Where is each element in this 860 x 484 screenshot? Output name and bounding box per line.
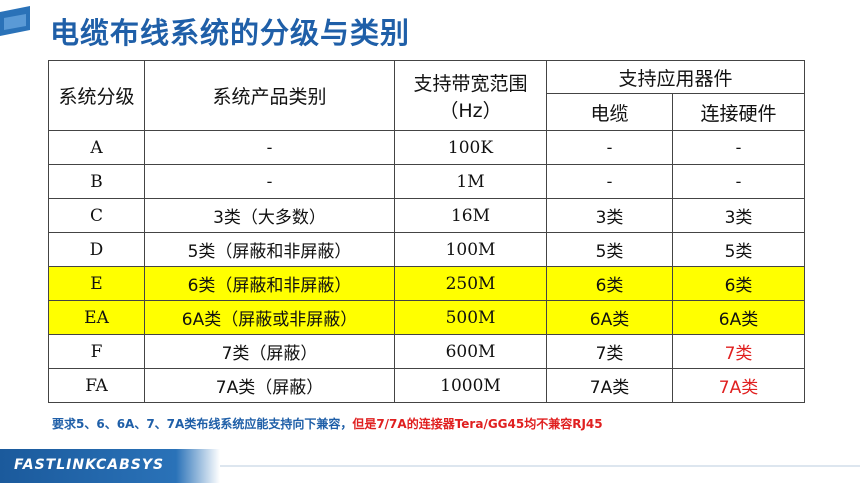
- cell-cable: 7A类: [546, 368, 673, 403]
- table-row: A - 100K - -: [48, 130, 806, 165]
- cell-category: -: [144, 164, 395, 199]
- table-row: FA 7A类（屏蔽） 1000M 7A类 7A类: [48, 368, 806, 403]
- cell-category: 7A类（屏蔽）: [144, 368, 395, 403]
- cell-bandwidth: 250M: [394, 266, 547, 301]
- cell-connector: 5类: [671, 232, 806, 267]
- header-level: 系统分级: [48, 60, 145, 131]
- footer-brand-bar: [0, 449, 220, 483]
- table-row-highlighted: EA 6A类（屏蔽或非屏蔽） 500M 6A类 6A类: [48, 300, 806, 335]
- cell-connector: -: [671, 130, 806, 165]
- cell-category: -: [144, 130, 395, 165]
- header-devices: 支持应用器件: [545, 60, 806, 94]
- cell-bandwidth: 1000M: [394, 368, 547, 403]
- cell-level: B: [48, 164, 145, 199]
- cell-cable: 7类: [546, 334, 673, 369]
- cell-category: 3类（大多数）: [144, 198, 395, 233]
- cell-category: 5类（屏蔽和非屏蔽）: [144, 232, 395, 267]
- header-category: 系统产品类别: [144, 60, 395, 131]
- cell-level: D: [48, 232, 145, 267]
- brand-logo-text: FASTLINKCABSYS: [14, 457, 165, 473]
- page-title: 电缆布线系统的分级与类别: [50, 16, 411, 50]
- cell-level: E: [48, 266, 145, 301]
- cell-connector: 6A类: [671, 300, 806, 335]
- cell-level: C: [48, 198, 145, 233]
- cell-bandwidth: 500M: [394, 300, 547, 335]
- cell-connector: 6类: [671, 266, 806, 301]
- cell-cable: 5类: [546, 232, 673, 267]
- cell-bandwidth: 100K: [394, 130, 547, 165]
- table-row-highlighted: E 6类（屏蔽和非屏蔽） 250M 6类 6类: [48, 266, 806, 301]
- note-warning: 但是7/7A的连接器Tera/GG45均不兼容RJ45: [352, 417, 603, 431]
- footer-divider: [220, 465, 860, 467]
- table-row: F 7类（屏蔽） 600M 7类 7类: [48, 334, 806, 369]
- table-row: B - 1M - -: [48, 164, 806, 199]
- cabling-class-table: 系统分级 系统产品类别 支持带宽范围（Hz） 支持应用器件 电缆 连接硬件 A …: [48, 60, 806, 403]
- cell-bandwidth: 16M: [394, 198, 547, 233]
- cell-category: 6类（屏蔽和非屏蔽）: [144, 266, 395, 301]
- cell-cable: 6类: [546, 266, 673, 301]
- cell-level: F: [48, 334, 145, 369]
- cell-bandwidth: 1M: [394, 164, 547, 199]
- cell-bandwidth: 100M: [394, 232, 547, 267]
- cell-connector: -: [671, 164, 806, 199]
- cell-category: 7类（屏蔽）: [144, 334, 395, 369]
- cell-category: 6A类（屏蔽或非屏蔽）: [144, 300, 395, 335]
- cell-cable: 3类: [546, 198, 673, 233]
- header-connector: 连接硬件: [671, 93, 806, 131]
- compatibility-note: 要求5、6、6A、7、7A类布线系统应能支持向下兼容，但是7/7A的连接器Ter…: [52, 415, 603, 432]
- cell-cable: 6A类: [546, 300, 673, 335]
- cell-bandwidth: 600M: [394, 334, 547, 369]
- cell-cable: -: [546, 130, 673, 165]
- cell-connector: 7类: [671, 334, 806, 369]
- table-row: C 3类（大多数） 16M 3类 3类: [48, 198, 806, 233]
- cell-level: EA: [48, 300, 145, 335]
- header-bandwidth: 支持带宽范围（Hz）: [394, 60, 547, 131]
- table-row: D 5类（屏蔽和非屏蔽） 100M 5类 5类: [48, 232, 806, 267]
- cell-connector: 7A类: [671, 368, 806, 403]
- cell-connector: 3类: [671, 198, 806, 233]
- note-compatibility: 要求5、6、6A、7、7A类布线系统应能支持向下兼容，: [52, 417, 353, 431]
- cell-level: A: [48, 130, 145, 165]
- cell-level: FA: [48, 368, 145, 403]
- cell-cable: -: [546, 164, 673, 199]
- header-cable: 电缆: [546, 93, 673, 131]
